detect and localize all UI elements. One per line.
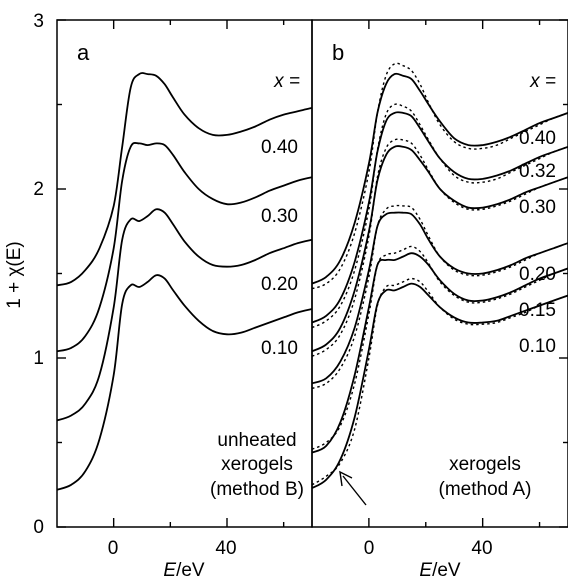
series-a-020-solid [56, 208, 313, 422]
curve-label-a-010: 0.10 [261, 338, 298, 359]
x-axis-title-a: E/eV [163, 560, 205, 580]
panel-b-curves [311, 62, 568, 489]
x-tick-label-a-0: 0 [108, 538, 119, 559]
series-a-010-solid [56, 274, 313, 491]
curve-label-b-015: 0.15 [519, 300, 556, 321]
legend-header-a: x = [273, 71, 300, 92]
y-tick-label-3: 3 [33, 11, 44, 32]
y-tick-label-1: 1 [33, 348, 44, 369]
series-b-030-solid [311, 145, 568, 353]
note-a-line-2: xerogels [221, 454, 293, 475]
panel-b-frame [311, 19, 568, 528]
series-b-015-solid [311, 252, 568, 454]
series-b-032-dotted [311, 103, 568, 329]
curve-label-a-030: 0.30 [261, 206, 298, 227]
note-b-line-2: (method A) [439, 479, 532, 500]
panel-label-b: b [332, 40, 344, 65]
note-b-line-1: xerogels [449, 454, 521, 475]
series-b-030-dotted [311, 138, 568, 357]
x-tick-label-b-40: 40 [471, 538, 492, 559]
y-tick-label-2: 2 [33, 179, 44, 200]
curve-label-b-010: 0.10 [519, 336, 556, 357]
y-axis-title: 1 + χ(E) [4, 241, 25, 309]
legend-header-b: x = [529, 71, 556, 92]
curve-label-b-030: 0.30 [519, 197, 556, 218]
panel-label-a: a [77, 40, 90, 65]
series-a-040-solid [56, 72, 313, 287]
note-a-line-1: unheated [217, 430, 296, 451]
x-axis-title-b: E/eV [419, 560, 461, 580]
series-a-030-solid [56, 141, 313, 353]
curve-label-a-020: 0.20 [261, 274, 298, 295]
series-b-010-solid [311, 282, 568, 489]
series-b-040-solid [311, 72, 568, 285]
arrow-annotation [339, 470, 367, 506]
tick-marks [57, 19, 568, 528]
curve-label-b-032: 0.32 [519, 161, 556, 182]
x-tick-label-a-40: 40 [215, 538, 236, 559]
y-tick-label-0: 0 [33, 517, 44, 538]
note-a-line-3: (method B) [210, 479, 304, 500]
curve-label-a-040: 0.40 [261, 137, 298, 158]
curve-label-b-040: 0.40 [519, 128, 556, 149]
x-tick-label-b-0: 0 [364, 538, 375, 559]
panel-a-curves [56, 72, 313, 491]
curve-label-b-020: 0.20 [519, 264, 556, 285]
series-b-015-dotted [311, 245, 568, 450]
series-b-020-dotted [311, 204, 568, 390]
series-b-010-dotted [311, 277, 568, 486]
series-b-020-solid [311, 211, 568, 385]
series-b-032-solid [311, 111, 568, 324]
